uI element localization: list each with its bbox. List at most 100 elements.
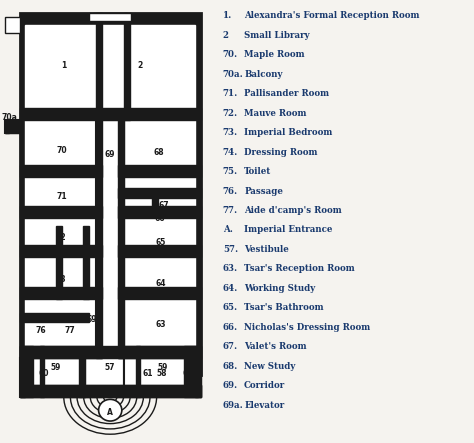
Text: 67: 67 bbox=[159, 201, 169, 210]
Text: Aide d'camp's Room: Aide d'camp's Room bbox=[244, 206, 342, 215]
Bar bbox=[83, 225, 89, 299]
Bar bbox=[19, 358, 26, 397]
Text: 77.: 77. bbox=[223, 206, 238, 215]
Bar bbox=[93, 13, 127, 22]
Text: 71.: 71. bbox=[223, 89, 238, 98]
Text: Valet's Room: Valet's Room bbox=[244, 342, 307, 351]
Text: 63: 63 bbox=[155, 320, 166, 329]
Text: Toilet: Toilet bbox=[244, 167, 271, 176]
Text: 73.: 73. bbox=[223, 128, 238, 137]
Text: 74.: 74. bbox=[223, 148, 238, 156]
Bar bbox=[85, 385, 124, 397]
Bar bbox=[19, 346, 201, 358]
Bar bbox=[19, 346, 33, 397]
Text: Passage: Passage bbox=[244, 187, 283, 195]
Text: Imperial Entrance: Imperial Entrance bbox=[244, 225, 332, 234]
Bar bbox=[26, 25, 195, 363]
Text: 69.: 69. bbox=[223, 381, 238, 390]
Text: Pallisander Room: Pallisander Room bbox=[244, 89, 329, 98]
Text: 57.: 57. bbox=[223, 245, 238, 254]
Text: 66: 66 bbox=[155, 214, 165, 223]
Text: 72: 72 bbox=[55, 233, 66, 242]
Bar bbox=[5, 120, 9, 133]
Text: Tsar's Reception Room: Tsar's Reception Room bbox=[244, 264, 355, 273]
Text: 62: 62 bbox=[24, 369, 34, 378]
Text: 75.: 75. bbox=[223, 167, 238, 176]
Bar bbox=[136, 346, 140, 397]
Bar bbox=[19, 346, 102, 358]
Text: 65.: 65. bbox=[223, 303, 238, 312]
Text: A: A bbox=[107, 408, 113, 417]
Text: Vestibule: Vestibule bbox=[244, 245, 289, 254]
Bar bbox=[5, 124, 19, 133]
Bar bbox=[19, 108, 201, 120]
Text: 76: 76 bbox=[35, 326, 46, 335]
Bar bbox=[19, 385, 201, 397]
Text: Tsar's Bathroom: Tsar's Bathroom bbox=[244, 303, 324, 312]
Bar bbox=[97, 120, 102, 358]
Text: 68: 68 bbox=[154, 148, 164, 157]
Text: 2: 2 bbox=[137, 61, 142, 70]
Bar bbox=[19, 13, 201, 375]
Text: 1.: 1. bbox=[223, 11, 232, 20]
Bar bbox=[184, 346, 198, 397]
Text: Mauve Room: Mauve Room bbox=[244, 109, 307, 117]
Bar bbox=[124, 358, 201, 397]
Text: 59: 59 bbox=[50, 363, 61, 372]
Bar bbox=[19, 287, 102, 299]
Text: 64: 64 bbox=[155, 279, 166, 288]
Text: Maple Room: Maple Room bbox=[244, 50, 305, 59]
Text: 62: 62 bbox=[183, 369, 193, 378]
Text: New Study: New Study bbox=[244, 362, 295, 371]
Text: 70a.: 70a. bbox=[223, 70, 244, 78]
Bar bbox=[19, 206, 102, 218]
Text: Balcony: Balcony bbox=[244, 70, 283, 78]
Bar bbox=[152, 198, 158, 206]
Text: Imperial Bedroom: Imperial Bedroom bbox=[244, 128, 332, 137]
Text: 70.: 70. bbox=[223, 50, 238, 59]
Circle shape bbox=[99, 400, 122, 421]
Text: Elevator: Elevator bbox=[244, 401, 284, 410]
Bar bbox=[195, 358, 201, 397]
Bar bbox=[118, 206, 201, 218]
Text: 71: 71 bbox=[56, 192, 67, 201]
Text: 2: 2 bbox=[223, 31, 229, 39]
Bar bbox=[118, 245, 201, 257]
Bar bbox=[5, 120, 19, 133]
Bar bbox=[118, 120, 124, 358]
Text: 59: 59 bbox=[158, 363, 168, 372]
Bar bbox=[89, 13, 131, 21]
Bar bbox=[118, 164, 201, 177]
Text: Corridor: Corridor bbox=[244, 381, 285, 390]
Bar bbox=[118, 287, 201, 299]
Text: 65: 65 bbox=[155, 238, 166, 247]
Bar bbox=[124, 385, 201, 397]
Text: 75: 75 bbox=[64, 313, 74, 322]
Text: 69: 69 bbox=[105, 151, 116, 159]
Text: Alexandra's Formal Reception Room: Alexandra's Formal Reception Room bbox=[244, 11, 419, 20]
Bar bbox=[19, 245, 102, 257]
Text: 60: 60 bbox=[38, 369, 49, 378]
Bar bbox=[39, 346, 44, 397]
Text: Working Study: Working Study bbox=[244, 284, 315, 293]
Text: Dressing Room: Dressing Room bbox=[244, 148, 318, 156]
Bar bbox=[97, 120, 124, 358]
Text: 64.: 64. bbox=[223, 284, 238, 293]
Bar bbox=[56, 225, 62, 299]
Text: 72.: 72. bbox=[223, 109, 238, 117]
Text: Nicholas's Dressing Room: Nicholas's Dressing Room bbox=[244, 323, 370, 332]
Bar bbox=[19, 313, 89, 322]
Text: Small Library: Small Library bbox=[244, 31, 310, 39]
Text: 58: 58 bbox=[156, 369, 167, 378]
Bar bbox=[5, 120, 19, 128]
Bar bbox=[19, 358, 85, 397]
Bar bbox=[85, 358, 124, 397]
Bar bbox=[19, 164, 102, 177]
Text: 66.: 66. bbox=[223, 323, 238, 332]
Text: 67.: 67. bbox=[223, 342, 238, 351]
Text: 74: 74 bbox=[36, 313, 47, 322]
Text: 70: 70 bbox=[56, 146, 67, 155]
Bar bbox=[118, 346, 201, 358]
Text: 69a.: 69a. bbox=[223, 401, 244, 410]
Bar bbox=[118, 188, 201, 198]
